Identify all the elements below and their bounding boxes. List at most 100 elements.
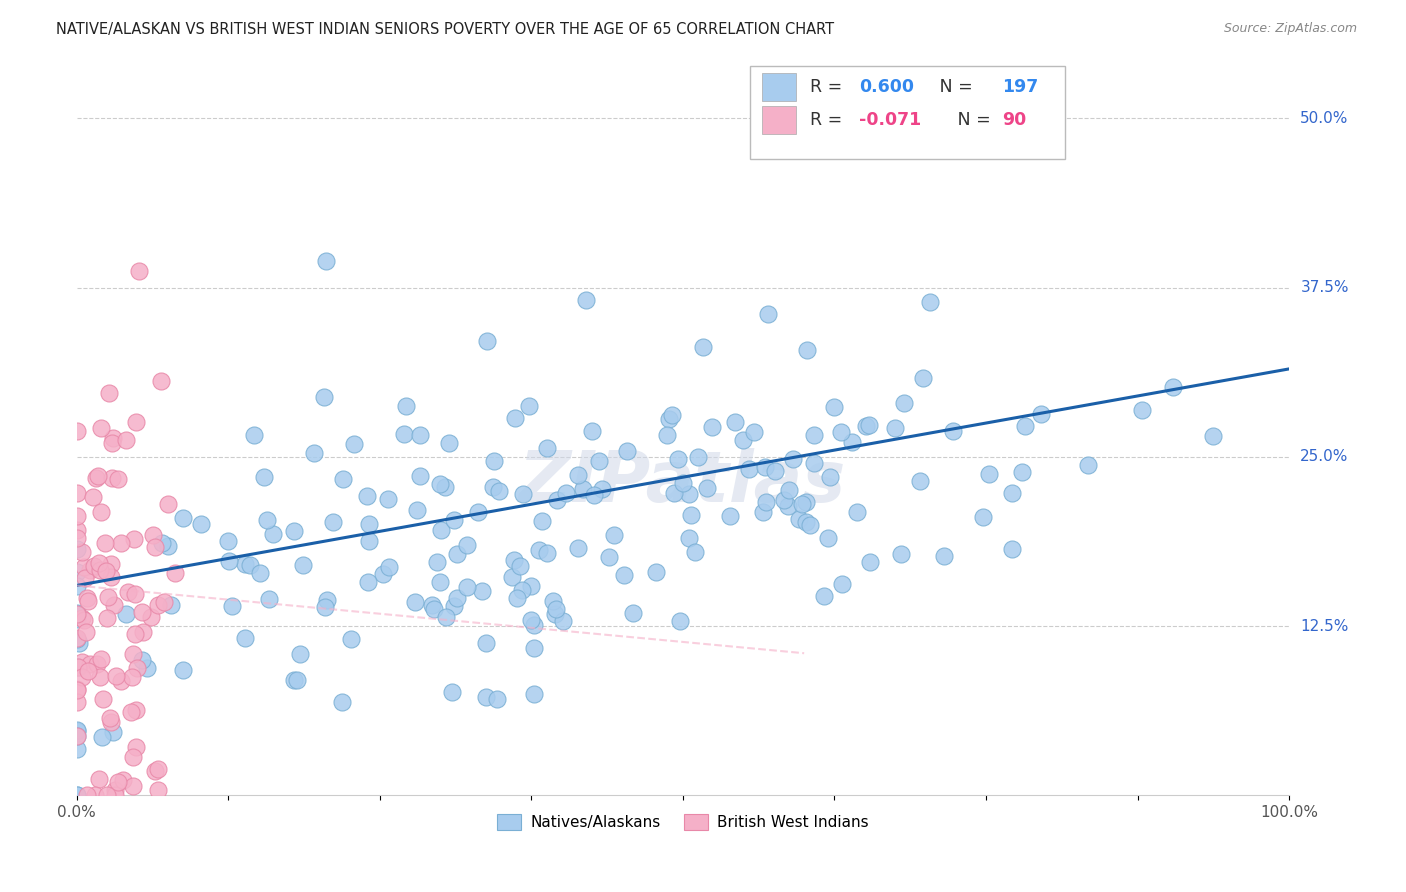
Text: 12.5%: 12.5% <box>1301 619 1348 633</box>
Point <box>65 566 87 580</box>
Point <box>392 426 415 441</box>
Point <box>218 554 240 568</box>
Point <box>125 739 148 754</box>
Point <box>76 594 98 608</box>
Point <box>972 509 994 524</box>
Point <box>65 631 87 645</box>
Point <box>90 730 112 744</box>
Point <box>262 527 284 541</box>
Point <box>404 595 426 609</box>
Point <box>523 687 546 701</box>
Point <box>96 611 118 625</box>
Point <box>591 482 613 496</box>
Point <box>65 542 87 557</box>
Point <box>103 599 125 613</box>
Point <box>778 500 800 514</box>
Point <box>114 607 136 621</box>
Point <box>475 636 498 650</box>
Point <box>77 664 100 678</box>
Point <box>718 508 741 523</box>
Point <box>1001 542 1024 557</box>
Point <box>343 437 366 451</box>
Point <box>67 660 90 674</box>
Point <box>420 599 443 613</box>
Point <box>65 681 87 696</box>
Point <box>644 566 666 580</box>
Point <box>686 450 709 464</box>
Point <box>443 599 465 614</box>
Point <box>87 469 110 483</box>
Point <box>94 564 117 578</box>
Point <box>101 431 124 445</box>
Point <box>131 605 153 619</box>
Point <box>572 482 595 496</box>
Point <box>742 425 765 439</box>
Text: 0.600: 0.600 <box>859 78 914 96</box>
Point <box>172 663 194 677</box>
Point <box>575 293 598 308</box>
Point <box>332 472 354 486</box>
Point <box>817 532 839 546</box>
Point <box>884 421 907 435</box>
Point <box>89 670 111 684</box>
Point <box>855 418 877 433</box>
Point <box>1031 407 1053 421</box>
Point <box>283 673 305 688</box>
Point <box>65 485 87 500</box>
Point <box>70 670 93 684</box>
Point <box>911 371 934 385</box>
Text: N =: N = <box>922 78 979 96</box>
Point <box>787 512 810 526</box>
Point <box>142 528 165 542</box>
Point <box>731 433 754 447</box>
Point <box>65 632 87 646</box>
Point <box>1001 486 1024 500</box>
Point <box>146 599 169 613</box>
Text: NATIVE/ALASKAN VS BRITISH WEST INDIAN SENIORS POVERTY OVER THE AGE OF 65 CORRELA: NATIVE/ALASKAN VS BRITISH WEST INDIAN SE… <box>56 22 834 37</box>
Point <box>82 491 104 505</box>
Point <box>104 783 127 797</box>
Point <box>796 343 818 358</box>
Point <box>94 536 117 550</box>
Point <box>1302 292 1324 306</box>
Point <box>794 495 817 509</box>
Text: 50.0%: 50.0% <box>1301 111 1348 126</box>
Point <box>150 536 173 550</box>
Point <box>823 400 845 414</box>
Point <box>531 514 554 528</box>
Point <box>475 334 498 349</box>
Point <box>503 410 526 425</box>
Point <box>409 428 432 442</box>
Text: N =: N = <box>941 111 997 129</box>
Point <box>65 729 87 743</box>
Point <box>89 563 111 577</box>
Point <box>567 541 589 555</box>
Point <box>249 566 271 580</box>
Point <box>75 625 97 640</box>
Point <box>371 567 394 582</box>
Point <box>553 614 575 628</box>
Point <box>132 625 155 640</box>
Point <box>157 497 180 511</box>
Point <box>66 509 89 524</box>
Point <box>139 610 162 624</box>
Point <box>394 399 416 413</box>
Point <box>302 446 325 460</box>
Point <box>942 424 965 438</box>
Point <box>1161 380 1184 394</box>
Point <box>79 564 101 578</box>
Point <box>67 636 90 650</box>
Point <box>456 580 478 594</box>
Point <box>65 789 87 803</box>
Point <box>146 762 169 776</box>
Point <box>76 789 98 803</box>
Point <box>67 660 90 674</box>
Point <box>890 548 912 562</box>
Point <box>190 517 212 532</box>
Point <box>778 483 800 497</box>
Point <box>257 592 280 607</box>
Point <box>100 714 122 729</box>
Point <box>485 692 508 706</box>
Point <box>859 555 882 569</box>
Point <box>356 489 378 503</box>
